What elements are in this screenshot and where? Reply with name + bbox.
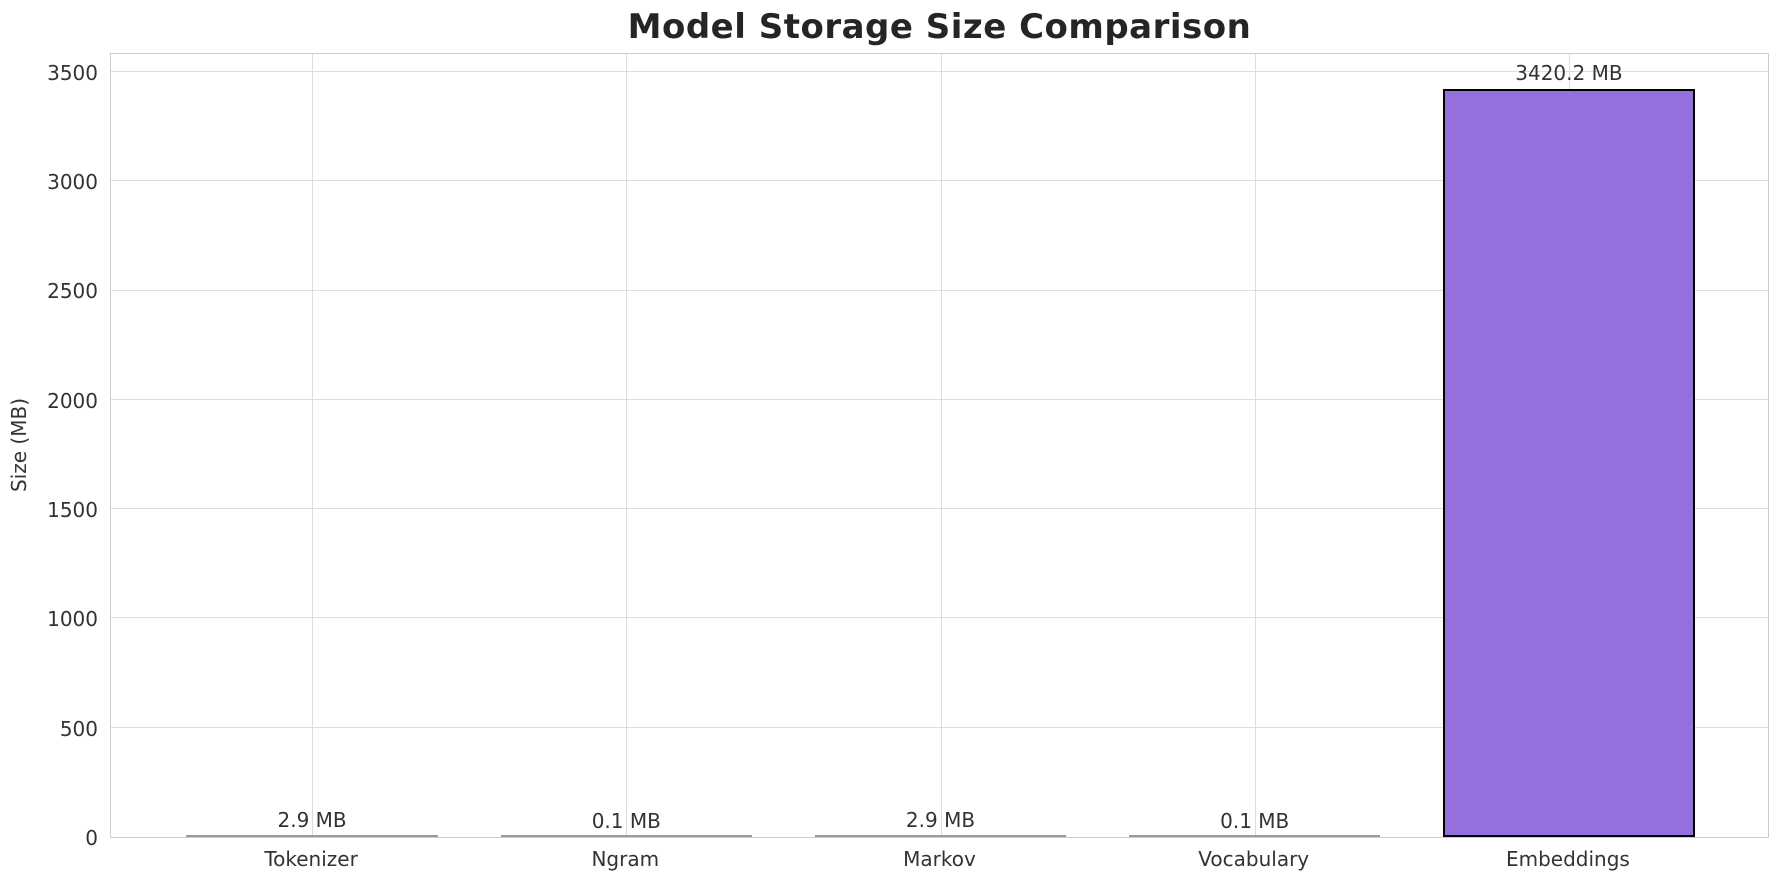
bar-embeddings [1443, 89, 1695, 837]
gridline-horizontal [111, 70, 1768, 72]
x-category-label: Ngram [591, 847, 660, 871]
bar-vocabulary [1129, 835, 1381, 837]
y-tick-label: 2000 [47, 388, 98, 413]
y-tick-label: 0 [85, 826, 98, 850]
bar-value-label: 3420.2 MB [1515, 61, 1623, 86]
bar-value-label: 0.1 MB [591, 808, 661, 833]
gridline-vertical [1254, 54, 1256, 837]
bar-value-label: 2.9 MB [905, 808, 976, 833]
bar-markov [814, 835, 1067, 837]
chart-title: Model Storage Size Comparison [627, 7, 1252, 47]
x-category-label: Markov [903, 847, 976, 871]
gridline-vertical [626, 54, 628, 837]
gridline-horizontal [111, 398, 1768, 400]
y-tick-label: 1500 [47, 498, 98, 523]
y-tick-label: 1000 [47, 607, 98, 632]
y-tick-label: 3500 [47, 60, 98, 85]
plot-area: 2.9 MB 0.1 MB 2.9 MB 0.1 MB 3420.2 MB [110, 53, 1769, 838]
x-category-label: Vocabulary [1198, 847, 1310, 871]
y-tick-label: 3000 [47, 170, 98, 195]
gridline-horizontal [111, 617, 1768, 619]
gridline-horizontal [111, 726, 1768, 728]
bar-value-label: 2.9 MB [277, 808, 347, 833]
bar-value-label: 0.1 MB [1220, 808, 1290, 833]
gridline-horizontal [111, 180, 1768, 182]
gridline-horizontal [111, 508, 1768, 510]
y-tick-label: 2500 [47, 279, 98, 304]
gridline-horizontal [111, 289, 1768, 291]
y-tick-label: 500 [59, 716, 98, 741]
bar-tokenizer [186, 835, 438, 837]
x-category-label: Embeddings [1505, 847, 1630, 871]
bar-ngram [500, 835, 752, 837]
gridline-vertical [312, 54, 314, 837]
x-category-label: Tokenizer [264, 847, 358, 871]
gridline-vertical [940, 54, 942, 837]
